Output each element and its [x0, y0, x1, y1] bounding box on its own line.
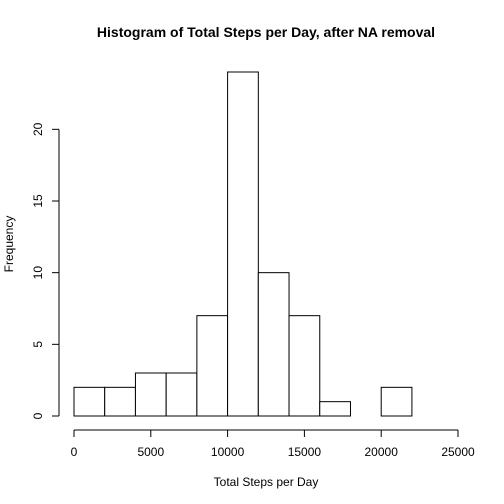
histogram-bar-5 [227, 71, 259, 417]
y-axis-label: Frequency [2, 216, 16, 273]
histogram-bar-4 [196, 315, 229, 417]
y-tick-label: 20 [31, 122, 45, 136]
x-tick-label: 20000 [365, 445, 399, 459]
y-tick-label: 0 [31, 412, 45, 419]
chart-title: Histogram of Total Steps per Day, after … [97, 24, 435, 40]
x-tick-label: 25000 [441, 445, 475, 459]
histogram-bar-8 [319, 401, 351, 417]
histogram-bar-0 [73, 386, 106, 417]
histogram-bar-2 [134, 372, 167, 417]
x-tick-label: 5000 [137, 445, 164, 459]
x-axis: 0 5000 10000 15000 20000 25000 [71, 429, 475, 459]
histogram-bar-1 [104, 386, 136, 417]
y-tick-label: 15 [31, 194, 45, 208]
y-axis: 0 5 10 15 20 [31, 122, 60, 419]
histogram-bar-6 [257, 272, 290, 417]
x-tick-label: 0 [71, 445, 78, 459]
histogram-bar-3 [165, 372, 198, 417]
x-axis-label: Total Steps per Day [214, 475, 319, 489]
x-tick-label: 10000 [211, 445, 245, 459]
y-tick-label: 5 [31, 341, 45, 348]
histogram-bar-7 [288, 315, 321, 417]
y-tick-label: 10 [31, 266, 45, 280]
x-tick-label: 15000 [288, 445, 322, 459]
histogram-bar-10 [380, 386, 413, 417]
histogram-bars [73, 71, 413, 417]
